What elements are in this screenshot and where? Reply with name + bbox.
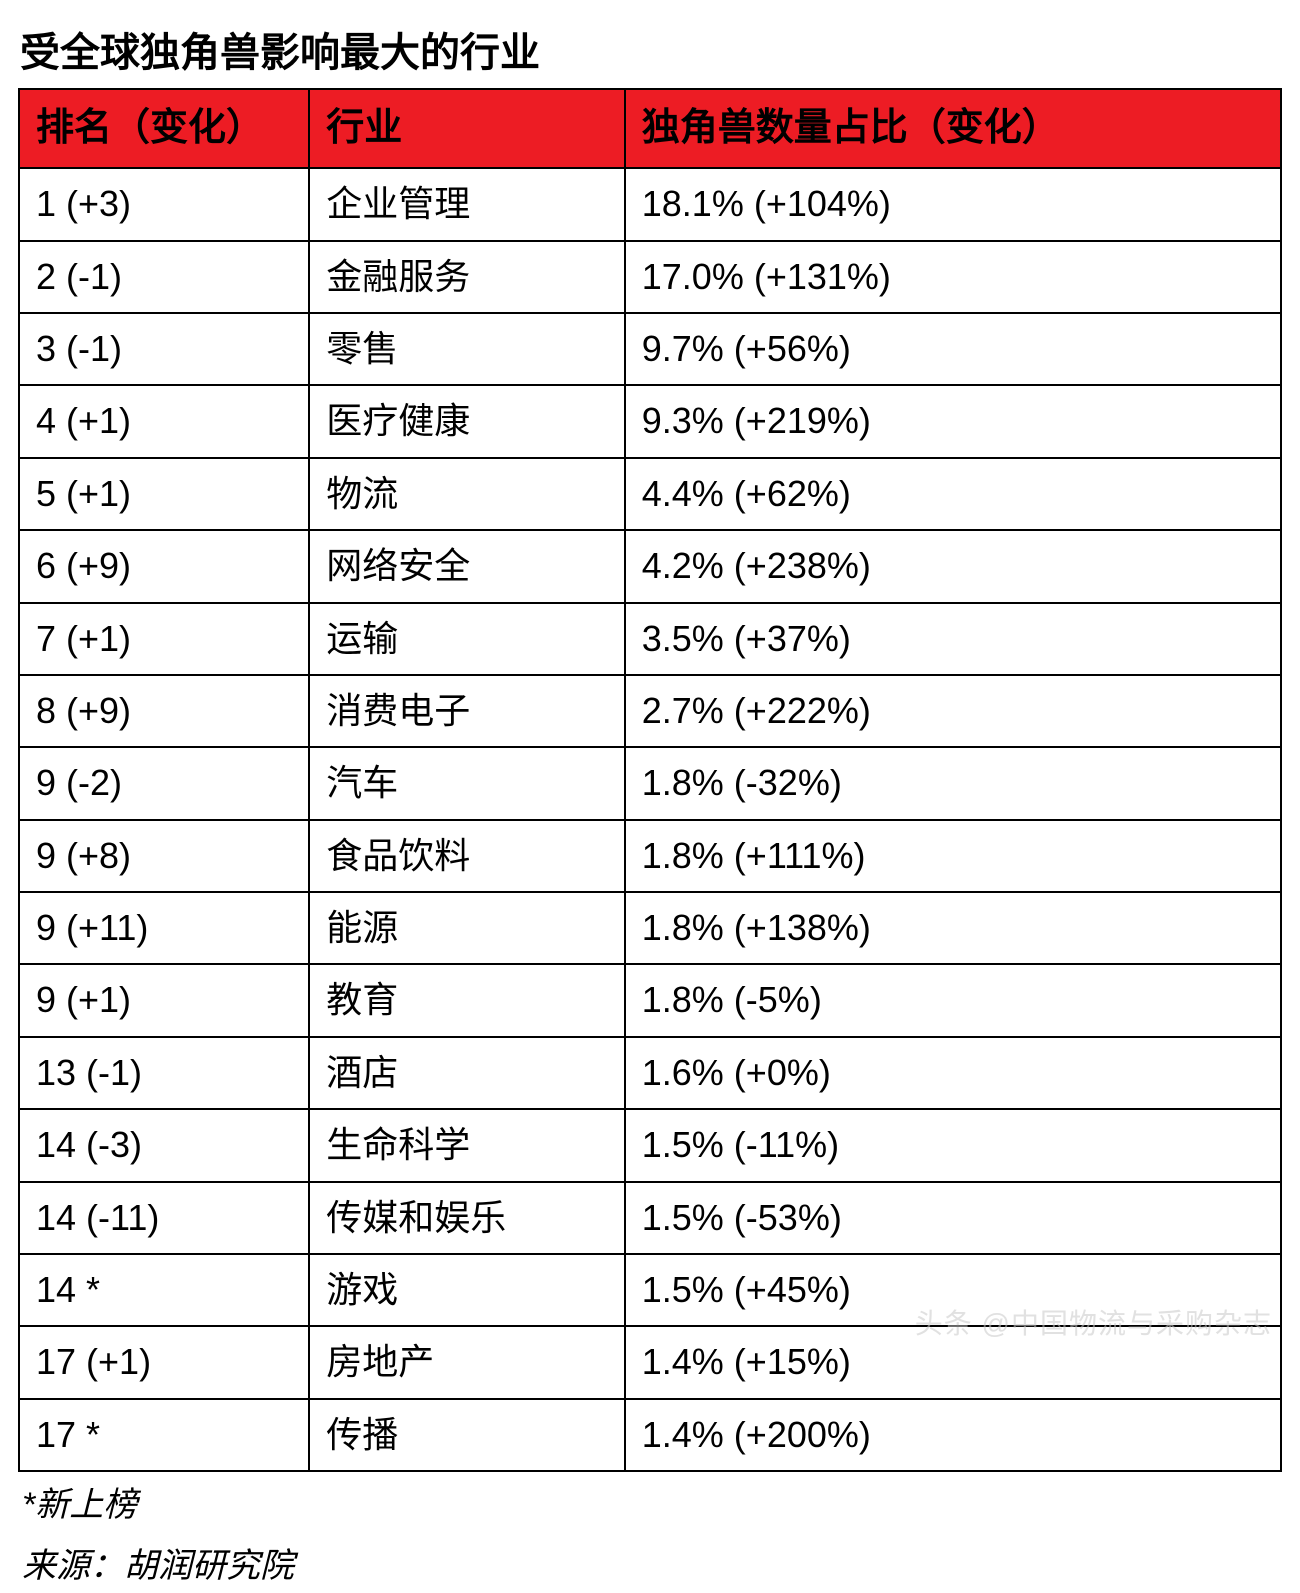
cell-rank: 6 (+9) xyxy=(19,530,309,602)
table-row: 9 (+1)教育1.8% (-5%) xyxy=(19,964,1281,1036)
cell-share: 9.3% (+219%) xyxy=(625,385,1281,457)
footnote-source: 来源：胡润研究院 xyxy=(18,1539,1282,1593)
cell-rank: 7 (+1) xyxy=(19,603,309,675)
table-row: 14 (-11)传媒和娱乐1.5% (-53%) xyxy=(19,1182,1281,1254)
col-header-rank: 排名（变化） xyxy=(19,89,309,168)
col-header-share: 独角兽数量占比（变化） xyxy=(625,89,1281,168)
cell-industry: 零售 xyxy=(309,313,625,385)
cell-share: 4.2% (+238%) xyxy=(625,530,1281,602)
table-row: 9 (-2)汽车1.8% (-32%) xyxy=(19,747,1281,819)
cell-share: 4.4% (+62%) xyxy=(625,458,1281,530)
watermark-text: 头条 @中国物流与采购杂志 xyxy=(915,1302,1272,1342)
table-row: 9 (+11)能源1.8% (+138%) xyxy=(19,892,1281,964)
cell-rank: 9 (-2) xyxy=(19,747,309,819)
table-row: 8 (+9)消费电子2.7% (+222%) xyxy=(19,675,1281,747)
cell-share: 2.7% (+222%) xyxy=(625,675,1281,747)
cell-share: 1.8% (+138%) xyxy=(625,892,1281,964)
cell-rank: 1 (+3) xyxy=(19,168,309,240)
cell-industry: 企业管理 xyxy=(309,168,625,240)
table-row: 4 (+1)医疗健康9.3% (+219%) xyxy=(19,385,1281,457)
cell-rank: 9 (+11) xyxy=(19,892,309,964)
table-row: 5 (+1)物流4.4% (+62%) xyxy=(19,458,1281,530)
footnote-new-entry: *新上榜 xyxy=(18,1478,1282,1532)
cell-industry: 教育 xyxy=(309,964,625,1036)
cell-rank: 3 (-1) xyxy=(19,313,309,385)
cell-industry: 金融服务 xyxy=(309,241,625,313)
cell-industry: 传媒和娱乐 xyxy=(309,1182,625,1254)
cell-industry: 汽车 xyxy=(309,747,625,819)
cell-rank: 2 (-1) xyxy=(19,241,309,313)
cell-rank: 13 (-1) xyxy=(19,1037,309,1109)
col-header-industry: 行业 xyxy=(309,89,625,168)
cell-rank: 14 (-3) xyxy=(19,1109,309,1181)
table-row: 17 *传播1.4% (+200%) xyxy=(19,1399,1281,1471)
cell-industry: 酒店 xyxy=(309,1037,625,1109)
table-row: 9 (+8)食品饮料1.8% (+111%) xyxy=(19,820,1281,892)
industry-table: 排名（变化） 行业 独角兽数量占比（变化） 1 (+3)企业管理18.1% (+… xyxy=(18,88,1282,1472)
cell-rank: 17 (+1) xyxy=(19,1326,309,1398)
cell-share: 1.5% (-53%) xyxy=(625,1182,1281,1254)
cell-share: 1.6% (+0%) xyxy=(625,1037,1281,1109)
cell-share: 1.8% (+111%) xyxy=(625,820,1281,892)
table-row: 13 (-1)酒店1.6% (+0%) xyxy=(19,1037,1281,1109)
cell-share: 9.7% (+56%) xyxy=(625,313,1281,385)
cell-share: 3.5% (+37%) xyxy=(625,603,1281,675)
table-row: 1 (+3)企业管理18.1% (+104%) xyxy=(19,168,1281,240)
cell-industry: 消费电子 xyxy=(309,675,625,747)
cell-industry: 传播 xyxy=(309,1399,625,1471)
cell-industry: 生命科学 xyxy=(309,1109,625,1181)
cell-industry: 食品饮料 xyxy=(309,820,625,892)
cell-rank: 8 (+9) xyxy=(19,675,309,747)
cell-rank: 5 (+1) xyxy=(19,458,309,530)
table-header-row: 排名（变化） 行业 独角兽数量占比（变化） xyxy=(19,89,1281,168)
cell-rank: 9 (+1) xyxy=(19,964,309,1036)
table-row: 6 (+9)网络安全4.2% (+238%) xyxy=(19,530,1281,602)
page-title: 受全球独角兽影响最大的行业 xyxy=(18,20,1282,78)
cell-industry: 物流 xyxy=(309,458,625,530)
cell-share: 17.0% (+131%) xyxy=(625,241,1281,313)
cell-industry: 房地产 xyxy=(309,1326,625,1398)
cell-industry: 医疗健康 xyxy=(309,385,625,457)
cell-share: 1.8% (-5%) xyxy=(625,964,1281,1036)
cell-share: 18.1% (+104%) xyxy=(625,168,1281,240)
cell-rank: 4 (+1) xyxy=(19,385,309,457)
table-row: 2 (-1)金融服务17.0% (+131%) xyxy=(19,241,1281,313)
table-row: 7 (+1)运输3.5% (+37%) xyxy=(19,603,1281,675)
cell-share: 1.4% (+200%) xyxy=(625,1399,1281,1471)
cell-rank: 9 (+8) xyxy=(19,820,309,892)
table-row: 3 (-1)零售9.7% (+56%) xyxy=(19,313,1281,385)
cell-rank: 14 * xyxy=(19,1254,309,1326)
cell-rank: 17 * xyxy=(19,1399,309,1471)
table-row: 14 (-3)生命科学1.5% (-11%) xyxy=(19,1109,1281,1181)
cell-industry: 游戏 xyxy=(309,1254,625,1326)
cell-industry: 能源 xyxy=(309,892,625,964)
cell-rank: 14 (-11) xyxy=(19,1182,309,1254)
cell-share: 1.5% (-11%) xyxy=(625,1109,1281,1181)
cell-industry: 网络安全 xyxy=(309,530,625,602)
cell-industry: 运输 xyxy=(309,603,625,675)
cell-share: 1.8% (-32%) xyxy=(625,747,1281,819)
table-body: 1 (+3)企业管理18.1% (+104%) 2 (-1)金融服务17.0% … xyxy=(19,168,1281,1471)
